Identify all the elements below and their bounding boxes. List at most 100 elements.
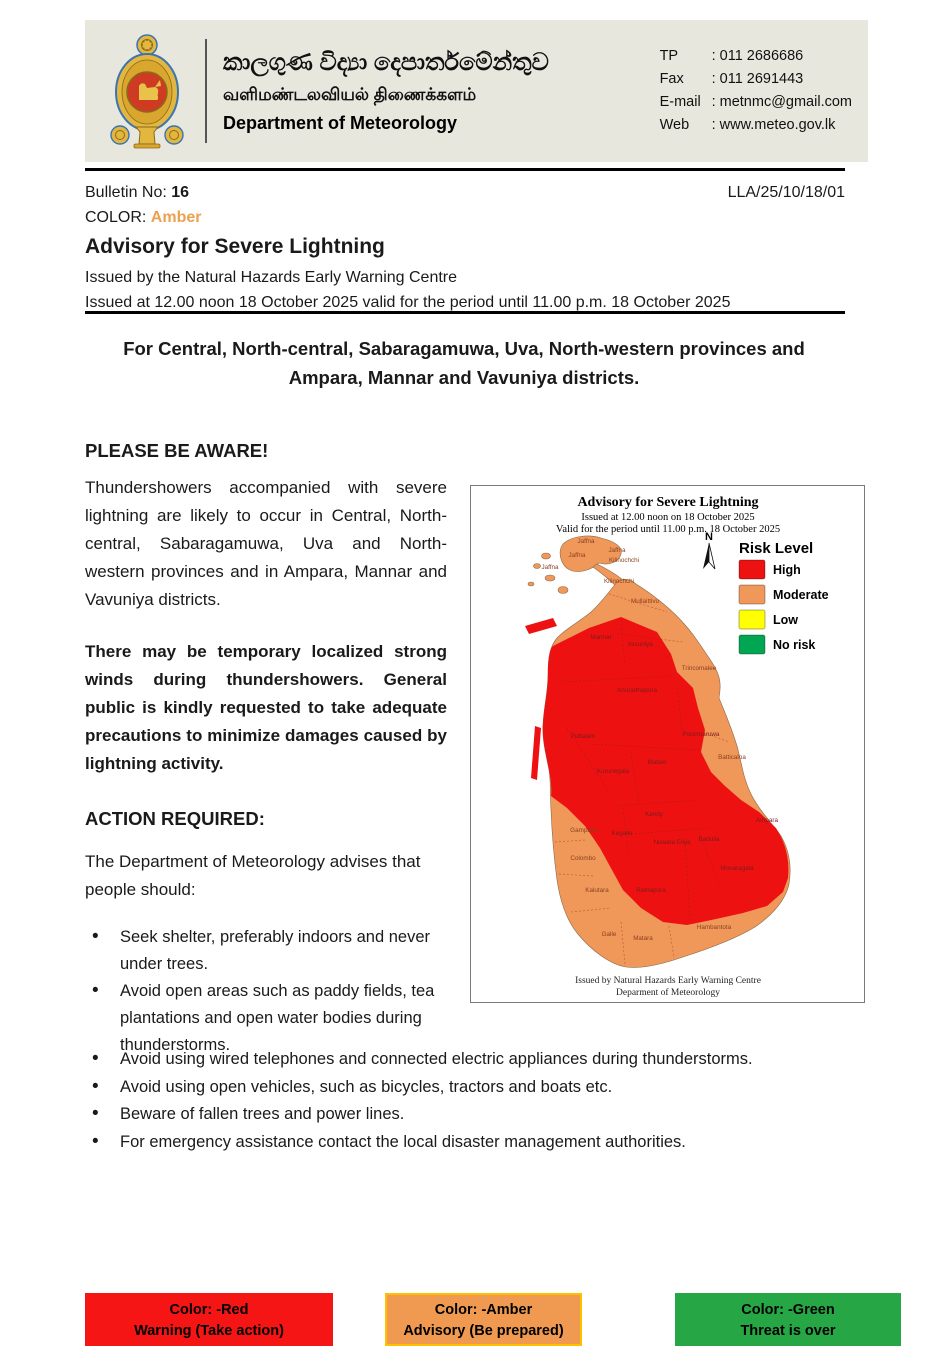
district-label: Vavuniya — [627, 641, 653, 648]
color-code-line: COLOR: Amber — [85, 209, 202, 226]
contact-tp-label: TP — [659, 47, 679, 64]
lion-icon — [139, 80, 161, 100]
contact-fax-label: Fax — [659, 70, 684, 87]
district-label: Mannar — [590, 634, 611, 641]
horizontal-rule-bulletin — [85, 311, 845, 314]
letterhead: කාලගුණ විද්‍යා දෙපාර්තමේන්තුව வளிமண்டலவி… — [85, 20, 868, 162]
district-label: Colombo — [570, 855, 596, 862]
district-label: Anuradhapura — [617, 687, 657, 694]
precaution-paragraph: There may be temporary localized strong … — [85, 642, 447, 773]
legend-label-high: High — [773, 563, 801, 577]
bullet-item: Beware of fallen trees and power lines. — [85, 1100, 867, 1129]
jaffna-peninsula — [559, 535, 622, 572]
advisory-title: Advisory for Severe Lightning — [85, 235, 385, 258]
legend-label-norisk: No risk — [773, 638, 815, 652]
district-label: Galle — [602, 931, 617, 938]
contact-tp: TP : 011 2686686 — [660, 45, 852, 68]
status-box-line2: Advisory (Be prepared) — [403, 1323, 564, 1339]
contact-fax-value: : 011 2691443 — [711, 70, 804, 87]
district-boundaries — [554, 593, 730, 965]
district-label: Jaffna — [541, 564, 559, 571]
action-required-heading: ACTION REQUIRED: — [85, 808, 265, 829]
status-box: Color: -Red Warning (Take action) — [85, 1293, 333, 1346]
sri-lanka-risk-map: Advisory for Severe Lightning Issued at … — [525, 495, 829, 998]
map-footer-line2: Deparment of Meteorology — [616, 987, 720, 998]
district-label: Hambantota — [697, 924, 732, 931]
district-label: Jaffna — [577, 538, 595, 545]
district-label: Kalutara — [585, 887, 609, 894]
district-label: Kilinochchi — [609, 557, 639, 564]
legend-swatch-norisk — [738, 634, 766, 655]
contact-block: TP : 011 2686686 Fax : 011 2691443 E-mail:… — [660, 45, 852, 138]
district-label: Kilinochchi — [604, 578, 634, 585]
district-label: Ampara — [756, 817, 779, 824]
legend-swatch-high — [738, 559, 766, 580]
contact-fax: Fax : 011 2691443 — [660, 68, 852, 91]
bullet-item: Avoid using wired telephones and connect… — [85, 1045, 867, 1074]
legend-title: Risk Level — [739, 540, 813, 557]
emblem-moon — [164, 125, 184, 145]
mannar-island-strip — [525, 618, 557, 634]
legend-swatch-moderate — [738, 584, 766, 605]
bulletin-block: Bulletin No: 16 LLA/25/10/18/01 COLOR: A… — [85, 180, 845, 315]
department-titles: කාලගුණ විද්‍යා දෙපාර්තමේන්තුව வளிமண்டலவி… — [223, 48, 549, 135]
emblem-sun — [110, 125, 130, 145]
reference-number: LLA/25/10/18/01 — [727, 184, 845, 201]
contact-email: E-mail: metnmc@gmail.com — [660, 91, 852, 114]
action-bullets-wide: Avoid using wired telephones and connect… — [85, 1045, 867, 1156]
letterhead-divider — [205, 39, 207, 143]
department-title-sinhala: කාලගුණ විද්‍යා දෙපාර්තමේන්තුව — [223, 48, 549, 76]
district-label: Mullaittivu — [631, 598, 659, 605]
aware-paragraph: Thundershowers accompanied with severe l… — [85, 478, 447, 609]
issued-by-line: Issued by the Natural Hazards Early Warn… — [85, 269, 458, 286]
contact-email-label: E-mail — [659, 94, 701, 110]
emblem-grain-pot — [134, 126, 160, 145]
islet — [544, 574, 556, 582]
district-label: Kegalle — [611, 830, 633, 837]
district-label: Jaffna — [568, 552, 586, 559]
district-label: Nuwara Eliya — [653, 839, 691, 846]
islet — [533, 563, 541, 569]
status-box-line1: Color: -Amber — [434, 1302, 533, 1318]
status-box-line1: Color: -Green — [741, 1302, 835, 1318]
status-box-line2: Threat is over — [740, 1323, 836, 1339]
emblem-crest-circle — [136, 34, 158, 56]
risk-map-panel: Advisory for Severe Lightning Issued at … — [470, 485, 865, 1003]
contact-tp-value: : 011 2686686 — [711, 47, 804, 64]
bulletin-number: Bulletin No: 16 — [85, 184, 190, 201]
islet — [557, 586, 569, 594]
map-title: Advisory for Severe Lightning — [577, 495, 758, 510]
district-label: Puttalam — [571, 733, 596, 740]
district-label: Trincomalee — [682, 665, 717, 672]
please-be-aware-heading: PLEASE BE AWARE! — [85, 440, 269, 461]
map-subtitle-valid: Valid for the period until 11.00 p.m. 18… — [556, 524, 780, 535]
status-box: Color: -Amber Advisory (Be prepared) — [385, 1293, 582, 1346]
district-label: Matara — [633, 935, 653, 942]
status-box-line2: Warning (Take action) — [134, 1323, 284, 1339]
bullet-item: Avoid using open vehicles, such as bicyc… — [85, 1073, 867, 1102]
map-subtitle-issued: Issued at 12.00 noon on 18 October 2025 — [581, 512, 754, 523]
affected-areas-heading: For Central, North-central, Sabaragamuwa… — [123, 338, 805, 388]
district-label: Ratnapura — [636, 887, 666, 894]
island-shapes: Jaffna Jaffna Jaffna Jaffna Kilinochchi Kilin… — [525, 535, 791, 968]
action-bullets-narrow: Seek shelter, preferably indoors and nev… — [85, 923, 457, 1059]
legend-label-moderate: Moderate — [773, 588, 829, 602]
islet — [527, 581, 535, 587]
color-code-value: Amber — [150, 209, 202, 226]
north-arrow-icon: N — [703, 531, 716, 570]
issued-at-line: Issued at 12.00 noon 18 October 2025 val… — [85, 294, 731, 311]
department-title-english: Department of Meteorology — [223, 112, 458, 133]
svg-text:N: N — [705, 531, 713, 543]
action-intro: The Department of Meteorology advises th… — [85, 852, 421, 899]
kalpitiya-strip — [531, 726, 541, 780]
district-label: Batticaloa — [718, 754, 746, 761]
department-title-tamil: வளிமண்டலவியல் திணைக்களம் — [223, 84, 477, 104]
map-footer-line1: Issued by Natural Hazards Early Warning … — [575, 976, 761, 986]
status-box-line1: Color: -Red — [169, 1302, 249, 1318]
islet — [541, 552, 551, 560]
district-label: Polonnaruwa — [683, 731, 720, 738]
district-label: Gampaha — [570, 827, 598, 834]
contact-web-value: : www.meteo.gov.lk — [711, 117, 836, 134]
horizontal-rule-top — [85, 168, 845, 171]
bullet-item: Seek shelter, preferably indoors and nev… — [85, 923, 457, 978]
